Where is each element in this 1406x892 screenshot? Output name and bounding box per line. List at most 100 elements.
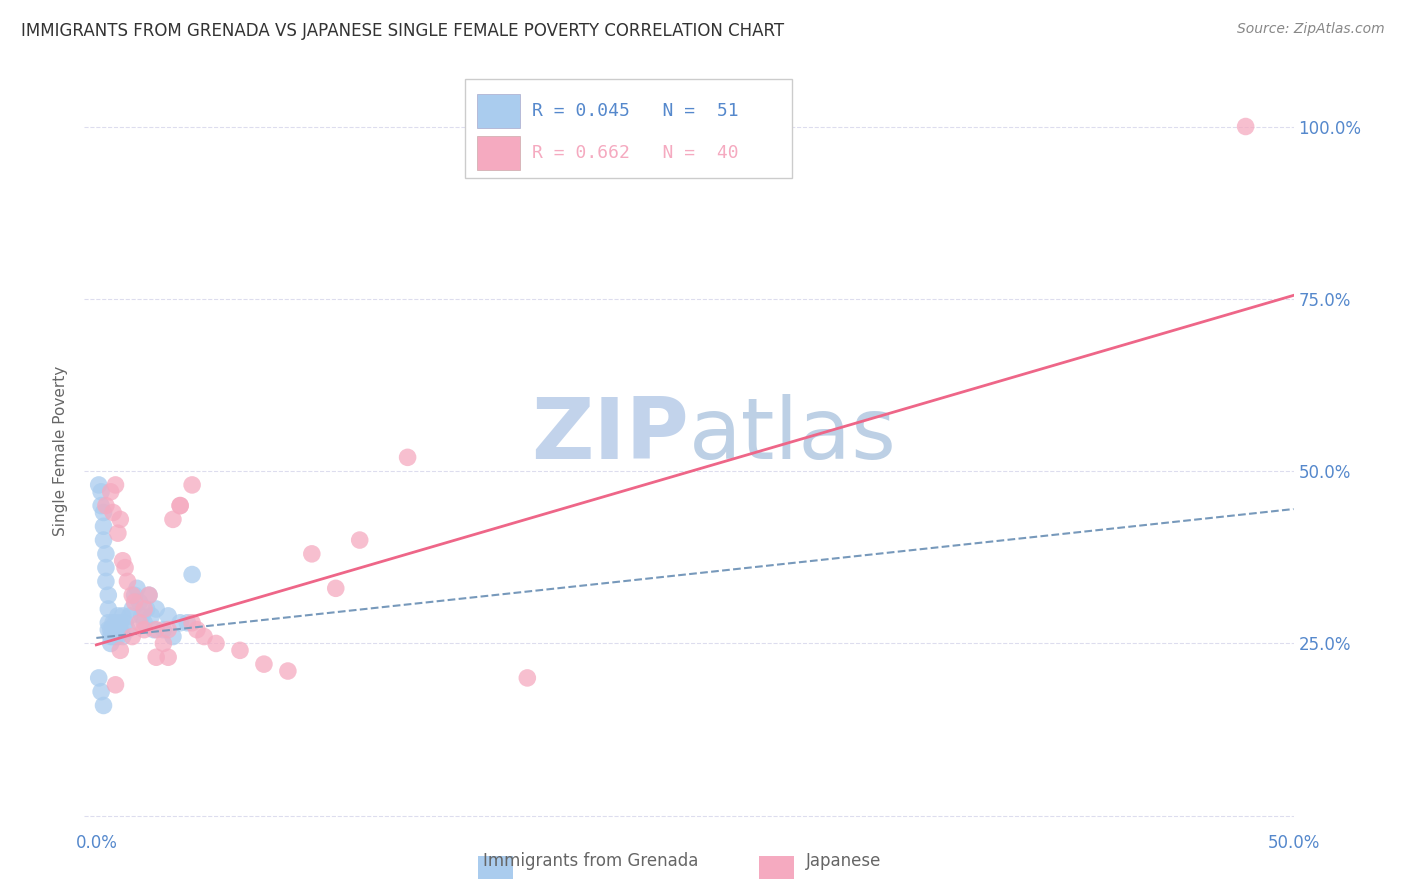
Point [100, 484, 122, 499]
Point [128, 615, 150, 630]
Point [325, 582, 347, 596]
Point [100, 636, 122, 650]
Point [93, 698, 115, 713]
Point [396, 450, 419, 465]
FancyBboxPatch shape [465, 79, 792, 178]
Point [110, 623, 132, 637]
Point [157, 608, 180, 623]
Point [301, 547, 323, 561]
Text: R = 0.045   N =  51: R = 0.045 N = 51 [531, 102, 738, 120]
Point [100, 630, 122, 644]
Point [138, 588, 160, 602]
Point [1234, 120, 1257, 134]
Point [229, 643, 252, 657]
Point [128, 595, 150, 609]
Point [114, 560, 136, 574]
Point [134, 615, 156, 630]
Point [277, 664, 299, 678]
Point [141, 608, 163, 623]
Point [97, 615, 120, 630]
Point [121, 602, 143, 616]
Point [205, 636, 228, 650]
Point [124, 588, 146, 602]
Point [111, 630, 134, 644]
Point [117, 574, 139, 589]
Point [134, 602, 156, 616]
Point [110, 512, 132, 526]
Point [152, 636, 174, 650]
Point [107, 526, 129, 541]
Point [121, 588, 143, 602]
Point [169, 499, 191, 513]
Point [101, 623, 124, 637]
Point [186, 623, 208, 637]
Point [87, 478, 110, 492]
Point [169, 499, 191, 513]
Point [97, 588, 120, 602]
Text: Japanese: Japanese [806, 852, 882, 870]
Y-axis label: Single Female Poverty: Single Female Poverty [53, 366, 69, 535]
Point [516, 671, 538, 685]
Text: IMMIGRANTS FROM GRENADA VS JAPANESE SINGLE FEMALE POVERTY CORRELATION CHART: IMMIGRANTS FROM GRENADA VS JAPANESE SING… [21, 22, 785, 40]
Point [94, 574, 117, 589]
Text: R = 0.662   N =  40: R = 0.662 N = 40 [531, 145, 738, 162]
Point [90, 684, 112, 698]
Point [135, 602, 157, 616]
Point [107, 630, 129, 644]
Point [104, 623, 127, 637]
Point [93, 519, 115, 533]
Point [152, 623, 174, 637]
Point [114, 615, 136, 630]
Point [101, 506, 124, 520]
Point [162, 512, 184, 526]
Point [110, 615, 132, 630]
Point [107, 608, 129, 623]
Point [104, 630, 127, 644]
Point [93, 506, 115, 520]
Point [157, 650, 180, 665]
Point [110, 643, 132, 657]
Point [125, 582, 148, 596]
Point [97, 623, 120, 637]
Point [118, 608, 141, 623]
Point [104, 615, 127, 630]
Point [145, 650, 167, 665]
Point [100, 623, 122, 637]
Point [111, 608, 134, 623]
Point [349, 533, 371, 547]
Point [94, 560, 117, 574]
Point [121, 630, 143, 644]
Point [181, 478, 204, 492]
Point [181, 615, 204, 630]
Point [124, 595, 146, 609]
Point [193, 630, 215, 644]
Point [111, 554, 134, 568]
Point [101, 615, 124, 630]
Point [104, 478, 127, 492]
Point [101, 630, 124, 644]
Text: Source: ZipAtlas.com: Source: ZipAtlas.com [1237, 22, 1385, 37]
Text: ZIP: ZIP [531, 393, 689, 477]
Point [176, 615, 198, 630]
Point [145, 602, 167, 616]
Point [94, 547, 117, 561]
Point [131, 608, 153, 623]
Point [94, 499, 117, 513]
Point [157, 623, 180, 637]
Point [90, 484, 112, 499]
Point [142, 623, 165, 637]
Point [134, 623, 156, 637]
Point [117, 623, 139, 637]
Bar [478, 136, 520, 170]
Point [253, 657, 276, 672]
Bar [478, 95, 520, 128]
Point [93, 533, 115, 547]
Text: Immigrants from Grenada: Immigrants from Grenada [482, 852, 699, 870]
Point [87, 671, 110, 685]
Point [90, 499, 112, 513]
Point [138, 588, 160, 602]
Text: atlas: atlas [689, 393, 897, 477]
Point [169, 615, 191, 630]
Point [97, 602, 120, 616]
Point [104, 678, 127, 692]
